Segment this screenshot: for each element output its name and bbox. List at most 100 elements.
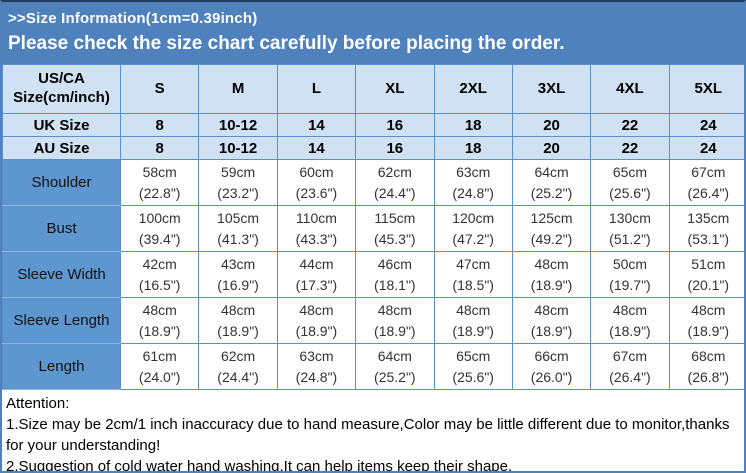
size-chart-table: US/CA Size(cm/inch) S M L XL 2XL 3XL 4XL… <box>2 64 744 390</box>
row-label: Bust <box>2 205 121 252</box>
table-cell: 48cm (18.9") <box>590 297 670 344</box>
cm-value: 62cm <box>220 347 256 364</box>
table-cell: 8 <box>119 136 200 160</box>
length-row: Length 61cm (24.0") 62cm (24.4") 63cm (24.8… <box>2 343 744 390</box>
cm-value: 65cm <box>456 347 491 364</box>
inch-value: (25.6") <box>609 184 651 201</box>
inch-value: (41.3") <box>217 230 259 247</box>
cm-value: 58cm <box>142 163 177 180</box>
header-size-4xl: 4XL <box>590 64 670 114</box>
header-label-cell: US/CA Size(cm/inch) <box>2 64 121 114</box>
row-label: AU Size <box>2 136 121 160</box>
cm-value: 130cm <box>608 209 651 226</box>
table-cell: 42cm (16.5") <box>119 251 200 298</box>
au-size-row: AU Size 8 10-12 14 16 18 20 22 24 <box>2 136 744 160</box>
cm-value: 48cm <box>691 301 726 318</box>
table-cell: 46cm (18.1") <box>355 251 435 298</box>
table-cell: 44cm (17.3") <box>276 251 357 298</box>
inch-value: (24.4") <box>217 368 259 385</box>
header-size-l: L <box>276 64 357 114</box>
cm-value: 65cm <box>612 163 648 180</box>
table-cell: 66cm (26.0") <box>511 343 592 390</box>
inch-value: (53.1") <box>687 230 730 247</box>
table-cell: 63cm (24.8") <box>276 343 357 390</box>
table-cell: 48cm (18.9") <box>355 297 435 344</box>
table-cell: 24 <box>668 136 744 160</box>
inch-value: (18.1") <box>374 276 416 293</box>
cm-value: 120cm <box>452 209 495 226</box>
table-cell: 67cm (26.4") <box>590 343 670 390</box>
table-cell: 48cm (18.9") <box>511 251 592 298</box>
row-label: Length <box>2 343 121 390</box>
table-cell: 43cm (16.9") <box>198 251 278 298</box>
cm-value: 63cm <box>456 163 491 180</box>
inch-value: (24.8") <box>452 184 494 201</box>
table-cell: 48cm (18.9") <box>668 297 744 344</box>
cm-value: 48cm <box>142 301 177 318</box>
cm-value: 51cm <box>691 255 726 272</box>
inch-value: (26.0") <box>530 368 573 385</box>
note-line-2: 2.Suggestion of cold water hand washing.… <box>6 458 513 473</box>
table-cell: 48cm (18.9") <box>433 297 513 344</box>
table-cell: 65cm (25.6") <box>590 159 670 206</box>
table-cell: 65cm (25.6") <box>433 343 513 390</box>
table-cell: 105cm (41.3") <box>198 205 278 252</box>
table-cell: 47cm (18.5") <box>433 251 513 298</box>
inch-value: (22.8") <box>138 184 181 201</box>
row-label: Sleeve Width <box>2 251 121 298</box>
table-cell: 62cm (24.4") <box>198 343 278 390</box>
table-cell: 51cm (20.1") <box>668 251 744 298</box>
inch-value: (26.4") <box>609 368 651 385</box>
header-size-m: M <box>198 64 278 114</box>
inch-value: (18.5") <box>452 276 494 293</box>
table-cell: 24 <box>668 113 744 137</box>
table-cell: 18 <box>433 113 513 137</box>
row-label: Shoulder <box>2 159 121 206</box>
cm-value: 63cm <box>299 347 334 364</box>
sleeve-width-row: Sleeve Width 42cm (16.5") 43cm (16.9") 44c… <box>2 251 744 298</box>
attention-notes: Attention: 1.Size may be 2cm/1 inch inac… <box>2 390 744 473</box>
cm-value: 48cm <box>612 301 648 318</box>
table-cell: 14 <box>276 113 357 137</box>
table-cell: 110cm (43.3") <box>276 205 357 252</box>
inch-value: (24.4") <box>374 184 416 201</box>
table-cell: 60cm (23.6") <box>276 159 357 206</box>
table-cell: 48cm (18.9") <box>276 297 357 344</box>
table-cell: 48cm (18.9") <box>511 297 592 344</box>
table-cell: 20 <box>511 136 592 160</box>
cm-value: 135cm <box>687 209 730 226</box>
table-cell: 14 <box>276 136 357 160</box>
banner-subtitle: Please check the size chart carefully be… <box>8 33 565 54</box>
cm-value: 48cm <box>534 301 569 318</box>
inch-value: (25.2") <box>374 368 416 385</box>
table-cell: 22 <box>590 136 670 160</box>
cm-value: 125cm <box>530 209 573 226</box>
table-cell: 135cm (53.1") <box>668 205 744 252</box>
table-cell: 8 <box>119 113 200 137</box>
banner-title: >>Size Information(1cm=0.39inch) <box>8 10 258 27</box>
table-cell: 61cm (24.0") <box>119 343 200 390</box>
row-label: Sleeve Length <box>2 297 121 344</box>
inch-value: (26.4") <box>687 184 730 201</box>
attention-heading: Attention: <box>6 395 70 412</box>
table-cell: 10-12 <box>198 113 278 137</box>
table-cell: 68cm (26.8") <box>668 343 744 390</box>
header-size-3xl: 3XL <box>511 64 592 114</box>
table-cell: 63cm (24.8") <box>433 159 513 206</box>
cm-value: 47cm <box>456 255 491 272</box>
table-header-row: US/CA Size(cm/inch) S M L XL 2XL 3XL 4XL… <box>2 64 744 114</box>
cm-value: 48cm <box>456 301 491 318</box>
inch-value: (18.9") <box>138 322 181 339</box>
header-size-s: S <box>119 64 200 114</box>
note-line-1: 1.Size may be 2cm/1 inch inaccuracy due … <box>6 416 730 454</box>
table-cell: 67cm (26.4") <box>668 159 744 206</box>
table-cell: 120cm (47.2") <box>433 205 513 252</box>
cm-value: 64cm <box>534 163 569 180</box>
inch-value: (43.3") <box>295 230 338 247</box>
inch-value: (18.9") <box>217 322 259 339</box>
bust-row: Bust 100cm (39.4") 105cm (41.3") 110cm (43.… <box>2 205 744 252</box>
cm-value: 48cm <box>299 301 334 318</box>
uk-size-row: UK Size 8 10-12 14 16 18 20 22 24 <box>2 113 744 137</box>
table-cell: 115cm (45.3") <box>355 205 435 252</box>
